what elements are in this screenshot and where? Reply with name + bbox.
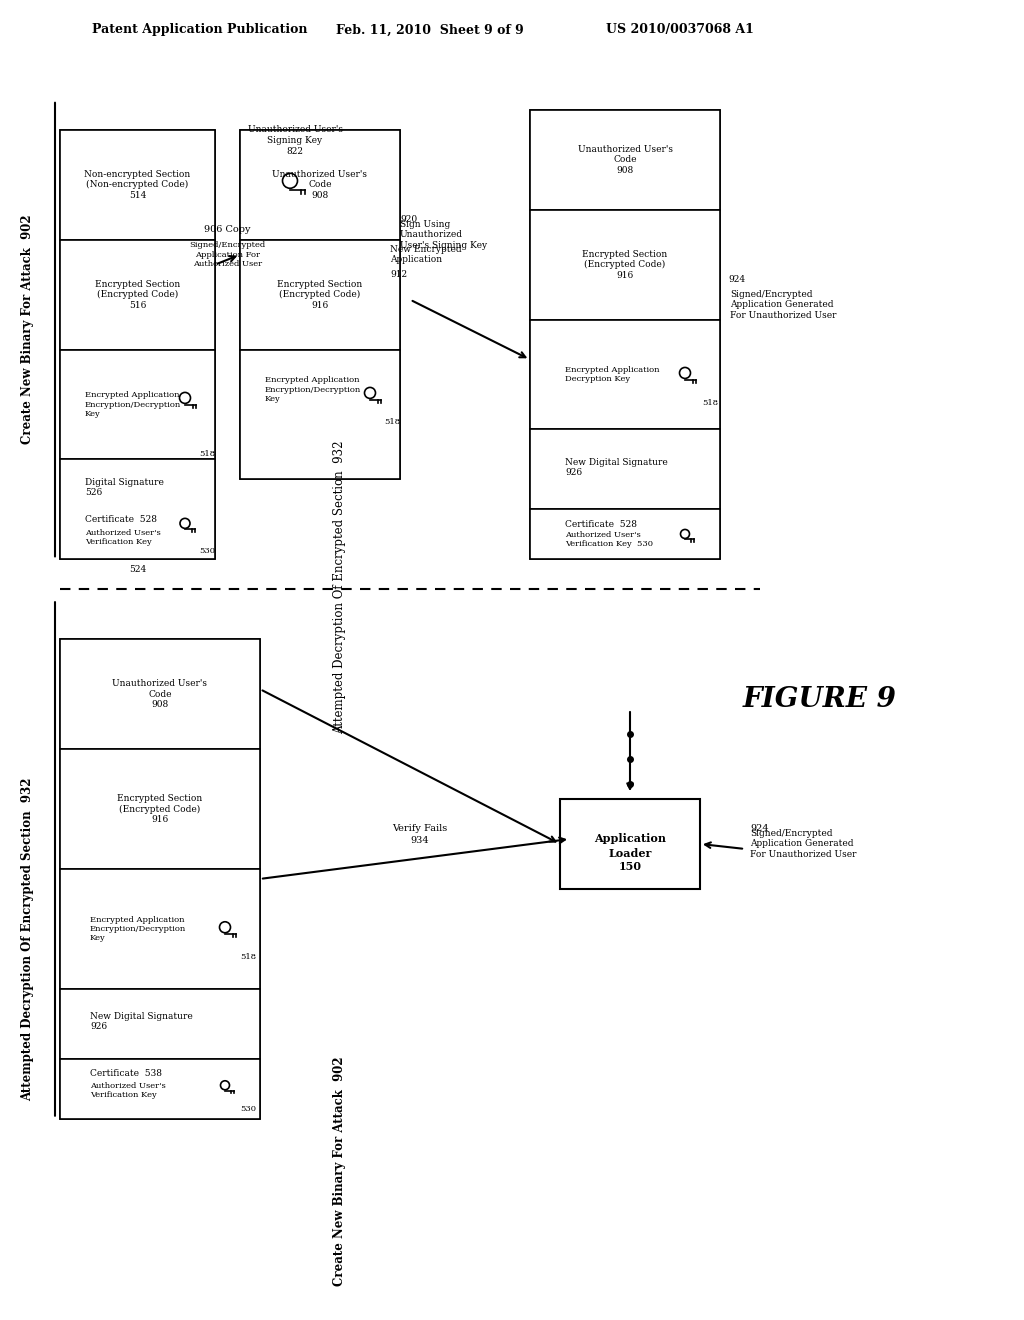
Text: 524: 524 — [129, 565, 146, 574]
Text: Encrypted Application
Encryption/Decryption
Key: Encrypted Application Encryption/Decrypt… — [265, 376, 361, 403]
Bar — [240, 129, 400, 240]
Text: Create New Binary For Attack  902: Create New Binary For Attack 902 — [22, 215, 35, 445]
Text: Signed/Encrypted
Application Generated
For Unauthorized User: Signed/Encrypted Application Generated F… — [750, 829, 856, 859]
Bar — [60, 1059, 260, 1118]
Bar — [530, 110, 720, 210]
Text: Encrypted Section
(Encrypted Code)
916: Encrypted Section (Encrypted Code) 916 — [583, 249, 668, 280]
Text: Sign Using
Unauthorized
User's Signing Key: Sign Using Unauthorized User's Signing K… — [400, 220, 487, 249]
Bar — [240, 350, 400, 479]
Bar — [60, 639, 260, 1118]
Bar — [240, 129, 400, 479]
Bar — [60, 459, 215, 560]
Text: 920: 920 — [400, 215, 417, 224]
Text: 518: 518 — [384, 418, 400, 426]
Text: Attempted Decryption Of Encrypted Section  932: Attempted Decryption Of Encrypted Sectio… — [22, 777, 35, 1101]
Text: 530: 530 — [199, 548, 215, 556]
Bar — [530, 429, 720, 510]
Text: Loader: Loader — [608, 849, 651, 859]
Text: Certificate  538: Certificate 538 — [90, 1069, 162, 1078]
Text: Feb. 11, 2010  Sheet 9 of 9: Feb. 11, 2010 Sheet 9 of 9 — [336, 24, 524, 37]
Text: Certificate  528: Certificate 528 — [85, 515, 157, 524]
Text: Encrypted Application
Encryption/Decryption
Key: Encrypted Application Encryption/Decrypt… — [90, 916, 186, 942]
Bar — [560, 799, 700, 888]
Text: Verify Fails: Verify Fails — [392, 825, 447, 833]
Text: Signed/Encrypted
Application For
Authorized User: Signed/Encrypted Application For Authori… — [189, 242, 265, 268]
Text: 518: 518 — [240, 953, 256, 961]
Text: New Encrypted
Application: New Encrypted Application — [390, 246, 462, 264]
Text: 912: 912 — [390, 271, 408, 279]
Bar — [530, 510, 720, 560]
Text: Unauthorized User's
Code
908: Unauthorized User's Code 908 — [113, 680, 208, 709]
Text: Authorized User's
Verification Key: Authorized User's Verification Key — [90, 1082, 166, 1100]
Bar — [60, 350, 215, 459]
Text: Unauthorized User's
Signing Key: Unauthorized User's Signing Key — [248, 125, 342, 144]
Text: Non-encrypted Section
(Non-encrypted Code)
514: Non-encrypted Section (Non-encrypted Cod… — [84, 170, 190, 199]
Text: FIGURE 9: FIGURE 9 — [743, 685, 897, 713]
Text: Encrypted Application
Decryption Key: Encrypted Application Decryption Key — [565, 366, 659, 383]
Bar — [60, 748, 260, 869]
Text: US 2010/0037068 A1: US 2010/0037068 A1 — [606, 24, 754, 37]
Text: 934: 934 — [411, 837, 429, 846]
Text: Unauthorized User's
Code
908: Unauthorized User's Code 908 — [272, 170, 368, 199]
Bar — [530, 319, 720, 429]
Text: Authorized User's
Verification Key: Authorized User's Verification Key — [85, 529, 161, 546]
Text: Attempted Decryption Of Encrypted Section  932: Attempted Decryption Of Encrypted Sectio… — [334, 441, 346, 734]
Text: Certificate  528: Certificate 528 — [565, 520, 637, 529]
Text: Encrypted Section
(Encrypted Code)
516: Encrypted Section (Encrypted Code) 516 — [95, 280, 180, 310]
Bar — [60, 129, 215, 560]
Text: 924: 924 — [728, 275, 745, 284]
Text: 822: 822 — [287, 148, 303, 156]
Text: Application: Application — [594, 833, 666, 845]
Bar — [530, 110, 720, 560]
Text: 530: 530 — [240, 1105, 256, 1113]
Text: Digital Signature
526: Digital Signature 526 — [85, 478, 164, 498]
Bar — [530, 210, 720, 319]
Text: New Digital Signature
926: New Digital Signature 926 — [90, 1012, 193, 1031]
Text: 518: 518 — [701, 399, 718, 407]
Text: Encrypted Section
(Encrypted Code)
916: Encrypted Section (Encrypted Code) 916 — [118, 795, 203, 824]
Text: Patent Application Publication: Patent Application Publication — [92, 24, 308, 37]
Bar — [60, 129, 215, 240]
Bar — [60, 989, 260, 1059]
Text: Authorized User's
Verification Key  530: Authorized User's Verification Key 530 — [565, 531, 653, 548]
Bar — [60, 240, 215, 350]
Text: Encrypted Application
Encryption/Decryption
Key: Encrypted Application Encryption/Decrypt… — [85, 391, 181, 417]
Bar — [240, 240, 400, 350]
Text: Signed/Encrypted
Application Generated
For Unauthorized User: Signed/Encrypted Application Generated F… — [730, 289, 837, 319]
Text: New Digital Signature
926: New Digital Signature 926 — [565, 458, 668, 477]
Bar — [60, 639, 260, 748]
Text: Encrypted Section
(Encrypted Code)
916: Encrypted Section (Encrypted Code) 916 — [278, 280, 362, 310]
Text: 906 Copy: 906 Copy — [204, 226, 251, 234]
Text: 150: 150 — [618, 862, 641, 873]
Text: 924: 924 — [750, 825, 769, 833]
Text: 518: 518 — [199, 450, 215, 458]
Bar — [60, 869, 260, 989]
Text: Create New Binary For Attack  902: Create New Binary For Attack 902 — [334, 1057, 346, 1287]
Text: Unauthorized User's
Code
908: Unauthorized User's Code 908 — [578, 145, 673, 174]
